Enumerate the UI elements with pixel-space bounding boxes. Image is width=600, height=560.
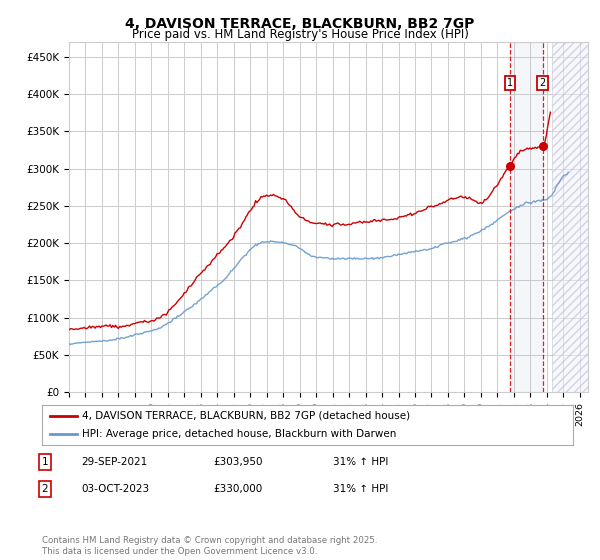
Text: £303,950: £303,950	[213, 457, 263, 467]
Text: Price paid vs. HM Land Registry's House Price Index (HPI): Price paid vs. HM Land Registry's House …	[131, 28, 469, 41]
Bar	[552, 42, 588, 392]
Text: 4, DAVISON TERRACE, BLACKBURN, BB2 7GP (detached house): 4, DAVISON TERRACE, BLACKBURN, BB2 7GP (…	[82, 411, 410, 421]
Text: 4, DAVISON TERRACE, BLACKBURN, BB2 7GP: 4, DAVISON TERRACE, BLACKBURN, BB2 7GP	[125, 17, 475, 31]
Text: HPI: Average price, detached house, Blackburn with Darwen: HPI: Average price, detached house, Blac…	[82, 430, 396, 439]
Text: 1: 1	[41, 457, 49, 467]
Text: £330,000: £330,000	[213, 484, 262, 494]
Bar	[552, 42, 588, 392]
Text: 31% ↑ HPI: 31% ↑ HPI	[333, 484, 388, 494]
Bar	[510, 42, 542, 392]
Text: 31% ↑ HPI: 31% ↑ HPI	[333, 457, 388, 467]
Text: Contains HM Land Registry data © Crown copyright and database right 2025.
This d: Contains HM Land Registry data © Crown c…	[42, 536, 377, 556]
Text: 29-SEP-2021: 29-SEP-2021	[81, 457, 147, 467]
Text: 1: 1	[506, 78, 513, 88]
Text: 2: 2	[41, 484, 49, 494]
Text: 2: 2	[539, 78, 546, 88]
Text: 03-OCT-2023: 03-OCT-2023	[81, 484, 149, 494]
